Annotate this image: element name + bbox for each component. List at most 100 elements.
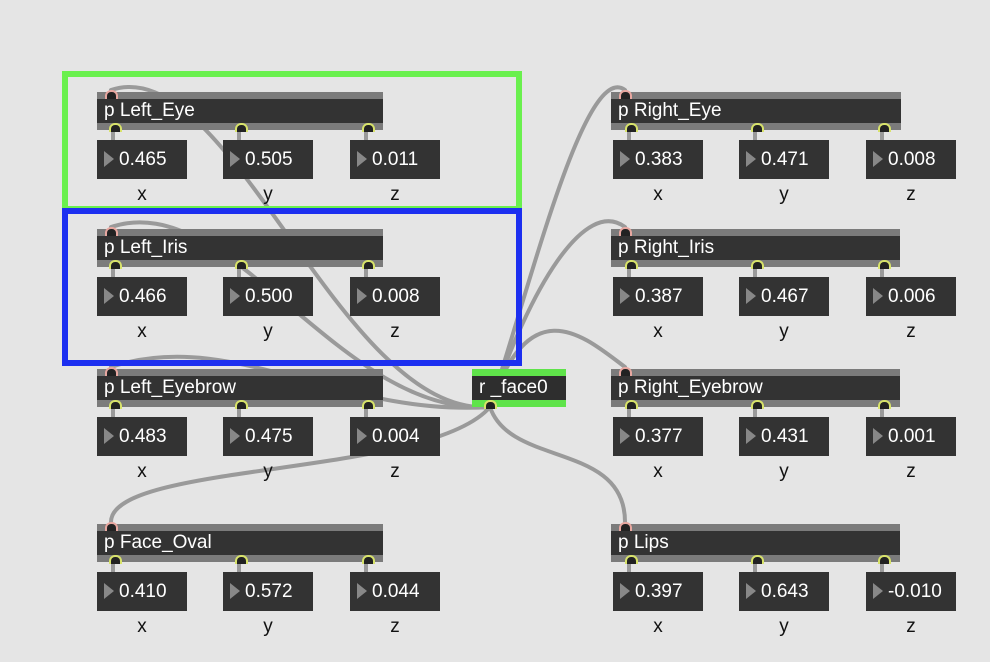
outlet[interactable] xyxy=(878,123,891,132)
number-box-y[interactable]: 0.505 xyxy=(223,140,313,179)
subpatch-object[interactable]: p Face_Oval xyxy=(97,522,383,564)
triangle-icon xyxy=(357,151,367,167)
subpatch-object[interactable]: p Left_Eyebrow xyxy=(97,367,383,409)
outlet[interactable] xyxy=(362,260,375,269)
number-box-x[interactable]: 0.397 xyxy=(613,572,703,611)
axis-label: z xyxy=(906,616,916,637)
subpatch-label: p Face_Oval xyxy=(104,532,212,553)
triangle-icon xyxy=(873,583,883,599)
outlet[interactable] xyxy=(878,260,891,269)
inlet[interactable] xyxy=(619,522,632,531)
number-box-x[interactable]: 0.466 xyxy=(97,277,187,316)
outlet[interactable] xyxy=(362,123,375,132)
number-box-y[interactable]: 0.431 xyxy=(739,417,829,456)
outlet[interactable] xyxy=(109,123,122,132)
outlet[interactable] xyxy=(751,400,764,409)
axis-label: x xyxy=(653,184,663,205)
axis-label: x xyxy=(653,321,663,342)
number-box-y[interactable]: 0.475 xyxy=(223,417,313,456)
green-highlight-box xyxy=(62,71,522,212)
inlet[interactable] xyxy=(619,367,632,376)
triangle-icon xyxy=(620,583,630,599)
triangle-icon xyxy=(746,583,756,599)
outlet[interactable] xyxy=(751,123,764,132)
number-box-z[interactable]: 0.044 xyxy=(350,572,440,611)
outlet[interactable] xyxy=(235,555,248,564)
inlet[interactable] xyxy=(105,227,118,236)
outlet[interactable] xyxy=(751,555,764,564)
patch-cord xyxy=(109,405,492,524)
outlet[interactable] xyxy=(878,400,891,409)
axis-label: z xyxy=(390,616,400,637)
triangle-icon xyxy=(104,288,114,304)
subpatch-object[interactable]: p Right_Eye xyxy=(611,90,901,132)
triangle-icon xyxy=(230,583,240,599)
number-box-x[interactable]: 0.377 xyxy=(613,417,703,456)
number-box-y[interactable]: 0.471 xyxy=(739,140,829,179)
number-box-x[interactable]: 0.410 xyxy=(97,572,187,611)
subpatch-object[interactable]: p Left_Iris xyxy=(97,227,383,269)
subpatch-object[interactable]: p Right_Iris xyxy=(611,227,900,269)
number-box-y[interactable]: 0.572 xyxy=(223,572,313,611)
outlet[interactable] xyxy=(109,260,122,269)
subpatch-object[interactable]: p Lips xyxy=(611,522,900,564)
triangle-icon xyxy=(104,428,114,444)
axis-label: y xyxy=(263,461,273,482)
number-box-x[interactable]: 0.483 xyxy=(97,417,187,456)
subpatch-label: p Right_Eyebrow xyxy=(618,377,763,398)
inlet[interactable] xyxy=(105,90,118,99)
outlet[interactable] xyxy=(362,555,375,564)
axis-label: x xyxy=(653,616,663,637)
number-box-y[interactable]: 0.643 xyxy=(739,572,829,611)
outlet[interactable] xyxy=(235,123,248,132)
triangle-icon xyxy=(357,583,367,599)
receive-object[interactable]: r _face0 xyxy=(472,369,566,409)
subpatch-object[interactable]: p Left_Eye xyxy=(97,90,383,132)
number-box-x[interactable]: 0.383 xyxy=(613,140,703,179)
inlet[interactable] xyxy=(105,367,118,376)
outlet[interactable] xyxy=(484,400,497,409)
outlet[interactable] xyxy=(625,555,638,564)
outlet[interactable] xyxy=(751,260,764,269)
number-box-x[interactable]: 0.387 xyxy=(613,277,703,316)
inlet[interactable] xyxy=(619,227,632,236)
axis-label: y xyxy=(779,616,789,637)
triangle-icon xyxy=(746,428,756,444)
triangle-icon xyxy=(230,428,240,444)
triangle-icon xyxy=(230,151,240,167)
axis-label: z xyxy=(906,321,916,342)
number-box-z[interactable]: 0.004 xyxy=(350,417,440,456)
triangle-icon xyxy=(873,428,883,444)
inlet[interactable] xyxy=(619,90,632,99)
triangle-icon xyxy=(230,288,240,304)
outlet[interactable] xyxy=(235,400,248,409)
subpatch-label: p Left_Iris xyxy=(104,237,188,258)
triangle-icon xyxy=(620,428,630,444)
triangle-icon xyxy=(357,288,367,304)
outlet[interactable] xyxy=(109,555,122,564)
patch-cord xyxy=(488,85,627,409)
number-box-y[interactable]: 0.500 xyxy=(223,277,313,316)
outlet[interactable] xyxy=(362,400,375,409)
subpatch-object[interactable]: p Right_Eyebrow xyxy=(611,367,900,409)
number-box-y[interactable]: 0.467 xyxy=(739,277,829,316)
number-box-z[interactable]: 0.001 xyxy=(866,417,956,456)
outlet[interactable] xyxy=(109,400,122,409)
number-box-z[interactable]: 0.006 xyxy=(866,277,956,316)
outlet[interactable] xyxy=(625,260,638,269)
number-box-z[interactable]: 0.011 xyxy=(350,140,440,179)
number-box-z[interactable]: -0.010 xyxy=(866,572,956,611)
axis-label: z xyxy=(906,184,916,205)
number-box-z[interactable]: 0.008 xyxy=(866,140,956,179)
outlet[interactable] xyxy=(878,555,891,564)
outlet[interactable] xyxy=(235,260,248,269)
subpatch-label: p Right_Eye xyxy=(618,100,722,121)
axis-label: y xyxy=(263,321,273,342)
axis-label: z xyxy=(390,184,400,205)
triangle-icon xyxy=(357,428,367,444)
outlet[interactable] xyxy=(625,400,638,409)
outlet[interactable] xyxy=(625,123,638,132)
number-box-x[interactable]: 0.465 xyxy=(97,140,187,179)
inlet[interactable] xyxy=(105,522,118,531)
number-box-z[interactable]: 0.008 xyxy=(350,277,440,316)
